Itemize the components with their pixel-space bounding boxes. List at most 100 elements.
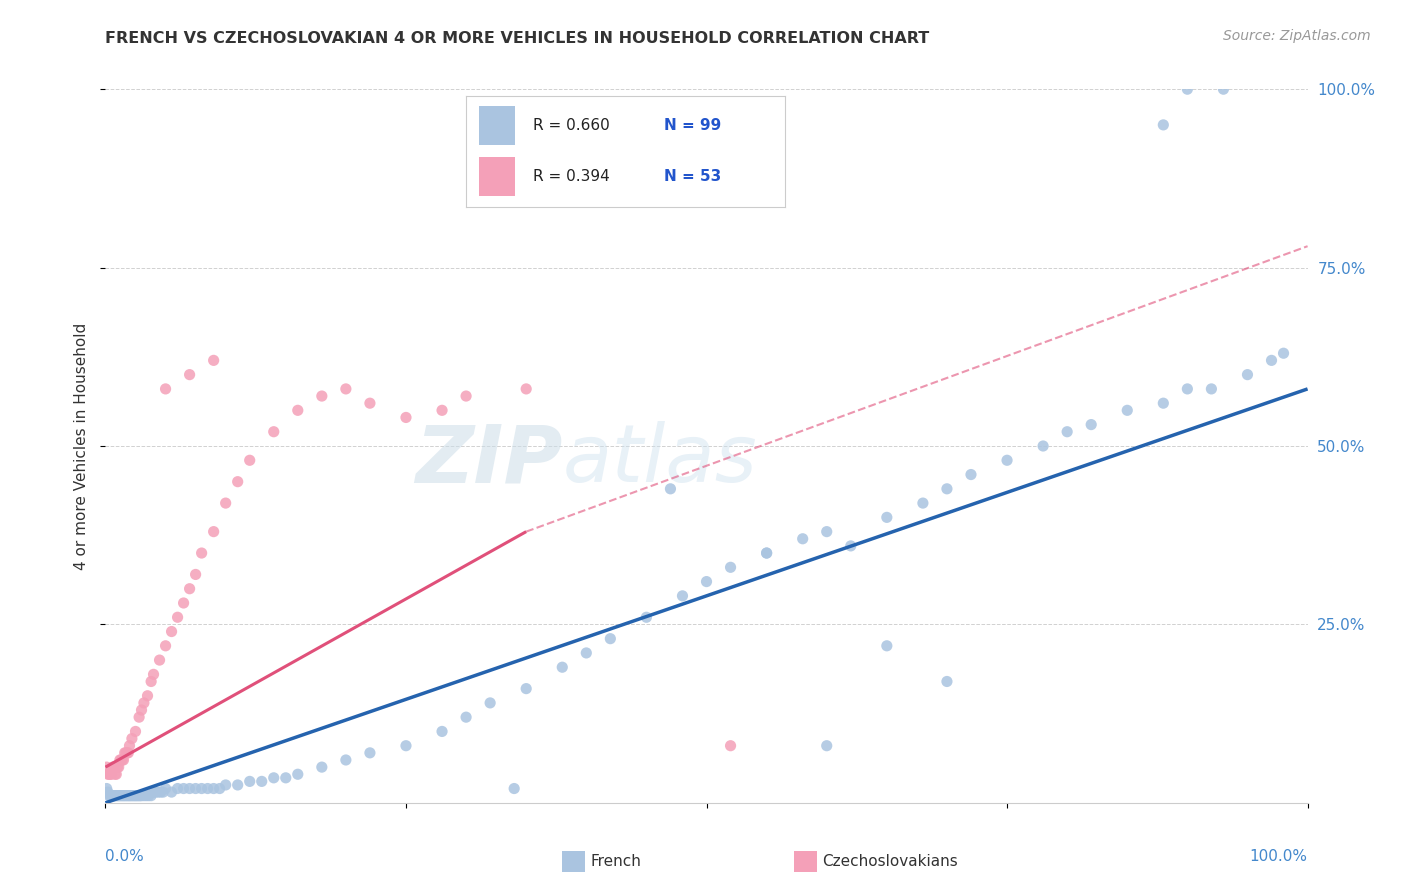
Point (839, 539, 862, 553)
Point (287, 767, 309, 781)
Point (430, 403, 453, 417)
Point (132, 696, 155, 710)
Point (166, 781, 188, 796)
Point (96, 760, 118, 774)
Point (179, 781, 201, 796)
Point (98, 789, 121, 803)
Point (115, 746, 138, 760)
Point (101, 789, 124, 803)
Point (108, 789, 131, 803)
Point (755, 546, 778, 560)
Point (148, 785, 170, 799)
Point (97, 785, 120, 799)
Point (131, 789, 153, 803)
Point (139, 789, 162, 803)
Point (876, 510, 898, 524)
Point (103, 760, 125, 774)
FancyBboxPatch shape (479, 157, 516, 196)
Point (111, 789, 134, 803)
Point (515, 382, 537, 396)
Point (124, 789, 146, 803)
Point (696, 574, 718, 589)
FancyBboxPatch shape (479, 106, 516, 145)
Point (160, 624, 183, 639)
Text: ZIP: ZIP (415, 421, 562, 500)
Text: Source: ZipAtlas.com: Source: ZipAtlas.com (1223, 29, 1371, 43)
Point (131, 703, 153, 717)
Point (190, 781, 212, 796)
Point (479, 696, 502, 710)
Point (107, 760, 129, 774)
Point (1272, 346, 1295, 360)
Point (104, 767, 127, 781)
Point (142, 667, 165, 681)
Point (239, 774, 262, 789)
Point (136, 689, 159, 703)
Point (936, 674, 959, 689)
Point (197, 781, 219, 796)
Point (173, 781, 195, 796)
Point (155, 639, 177, 653)
Point (454, 389, 477, 403)
Point (115, 789, 138, 803)
Point (110, 789, 132, 803)
Point (101, 760, 124, 774)
Point (208, 781, 231, 796)
Point (250, 774, 273, 789)
Point (263, 425, 285, 439)
Point (995, 453, 1018, 467)
Point (129, 789, 152, 803)
Point (149, 785, 172, 799)
Point (876, 639, 898, 653)
Point (335, 382, 357, 396)
Point (202, 781, 225, 796)
Point (166, 610, 188, 624)
Point (122, 789, 145, 803)
Point (98, 767, 121, 781)
Text: N = 53: N = 53 (664, 169, 721, 184)
Point (124, 789, 146, 803)
Point (105, 767, 128, 781)
Point (112, 789, 135, 803)
Point (636, 610, 658, 624)
Point (430, 724, 453, 739)
Point (503, 781, 526, 796)
Point (792, 532, 814, 546)
Point (1212, 82, 1234, 96)
Text: atlas: atlas (562, 421, 756, 500)
Text: French: French (591, 855, 641, 869)
Point (1175, 382, 1198, 396)
Point (575, 646, 598, 660)
Point (118, 739, 141, 753)
Point (173, 596, 195, 610)
Point (152, 785, 174, 799)
Point (98, 789, 121, 803)
Point (114, 746, 136, 760)
Point (960, 467, 983, 482)
Point (515, 681, 537, 696)
Point (148, 653, 170, 667)
Text: Czechoslovakians: Czechoslovakians (823, 855, 959, 869)
Point (1260, 353, 1282, 368)
Point (395, 739, 418, 753)
Point (184, 567, 207, 582)
Point (105, 789, 128, 803)
Point (125, 789, 148, 803)
Point (184, 781, 207, 796)
Point (120, 789, 142, 803)
Point (142, 785, 165, 799)
Point (311, 389, 333, 403)
Point (659, 482, 682, 496)
Point (179, 582, 201, 596)
Point (128, 710, 150, 724)
Point (202, 524, 225, 539)
Point (96, 781, 118, 796)
Point (311, 760, 333, 774)
Point (100, 789, 122, 803)
Point (107, 789, 129, 803)
Point (110, 753, 132, 767)
Point (100, 767, 122, 781)
Point (97, 767, 120, 781)
Point (263, 771, 285, 785)
Point (121, 789, 143, 803)
